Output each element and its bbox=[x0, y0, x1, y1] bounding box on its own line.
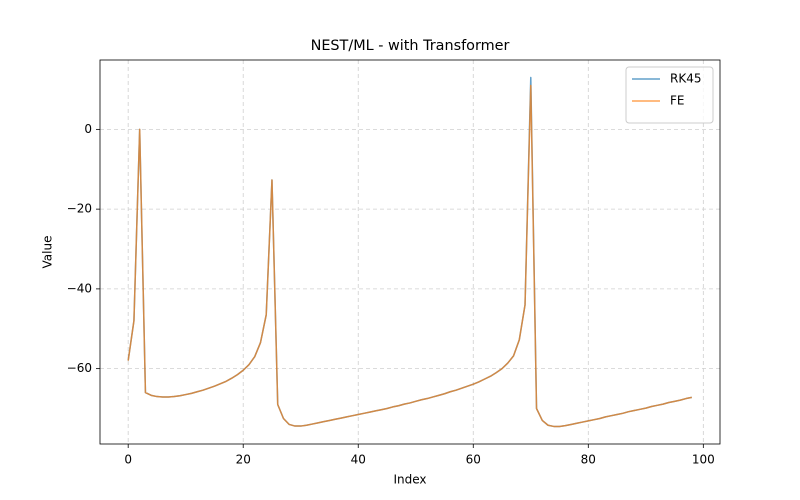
x-tick-label: 40 bbox=[351, 453, 366, 467]
y-tick-label: −20 bbox=[67, 202, 92, 216]
chart-title: NEST/ML - with Transformer bbox=[311, 38, 510, 54]
y-tick-label: −40 bbox=[67, 281, 92, 295]
y-tick-label: −60 bbox=[67, 361, 92, 375]
axes-frame bbox=[99, 59, 721, 445]
series-line bbox=[127, 76, 692, 428]
x-tick-label: 0 bbox=[124, 453, 132, 467]
x-tick-label: 100 bbox=[692, 453, 715, 467]
legend-label: FE bbox=[670, 94, 684, 108]
x-axis-label: Index bbox=[393, 473, 426, 487]
x-tick-label: 60 bbox=[466, 453, 481, 467]
legend-label: RK45 bbox=[670, 72, 701, 86]
x-tick-label: 20 bbox=[236, 453, 251, 467]
series-line bbox=[127, 84, 692, 428]
y-tick-label: 0 bbox=[84, 122, 92, 136]
y-axis-label: Value bbox=[41, 236, 55, 269]
x-tick-label: 80 bbox=[581, 453, 596, 467]
legend-box bbox=[625, 66, 714, 124]
